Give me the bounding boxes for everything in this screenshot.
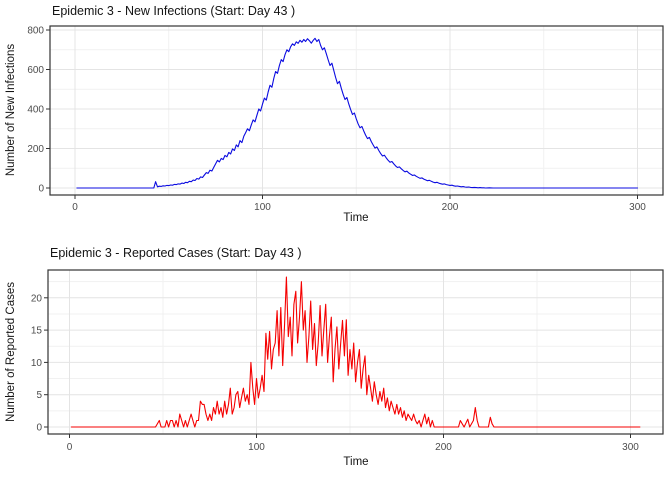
y-tick-label: 400	[27, 105, 44, 116]
reported-cases-y-axis-title: Number of Reported Cases	[5, 282, 17, 422]
panel-border	[47, 269, 664, 435]
y-tick-label: 5	[36, 390, 42, 401]
y-tick-label: 0	[36, 423, 42, 434]
y-tick-label: 0	[38, 184, 44, 195]
x-tick-label: 0	[67, 442, 73, 453]
y-tick-label: 600	[27, 65, 44, 76]
new-infections-plot-area: 0 200 400 600 800 0 100 200 300	[27, 25, 664, 213]
reported-cases-x-axis-title: Time	[343, 456, 369, 468]
x-tick-label: 300	[629, 202, 646, 213]
x-tick-label: 200	[442, 202, 459, 213]
series-line	[70, 276, 641, 428]
x-tick-label: 300	[622, 442, 639, 453]
y-tick-label: 800	[27, 26, 44, 37]
x-tick-label: 100	[248, 442, 265, 453]
new-infections-title: Epidemic 3 - New Infections (Start: Day …	[52, 4, 296, 18]
y-tick-label: 20	[31, 293, 43, 304]
y-tick-label: 10	[31, 358, 43, 369]
reported-cases-title: Epidemic 3 - Reported Cases (Start: Day …	[50, 246, 302, 260]
reported-cases-chart: 0 5 10 15 20 0 100 200 300 Epidemic 3 - Reported…	[0, 240, 672, 480]
new-infections-chart: 0 200 400 600 800 0 100 200 300 Epidemic 3 - New…	[5, 4, 664, 224]
x-tick-label: 100	[254, 202, 271, 213]
x-tick-label: 0	[72, 202, 78, 213]
series-line	[76, 37, 639, 189]
x-tick-label: 200	[435, 442, 452, 453]
new-infections-y-axis-title: Number of New Infections	[5, 43, 17, 177]
y-tick-label: 200	[27, 144, 44, 155]
new-infections-x-axis-title: Time	[343, 212, 369, 224]
panel-border	[49, 25, 664, 196]
y-tick-label: 15	[31, 326, 43, 337]
